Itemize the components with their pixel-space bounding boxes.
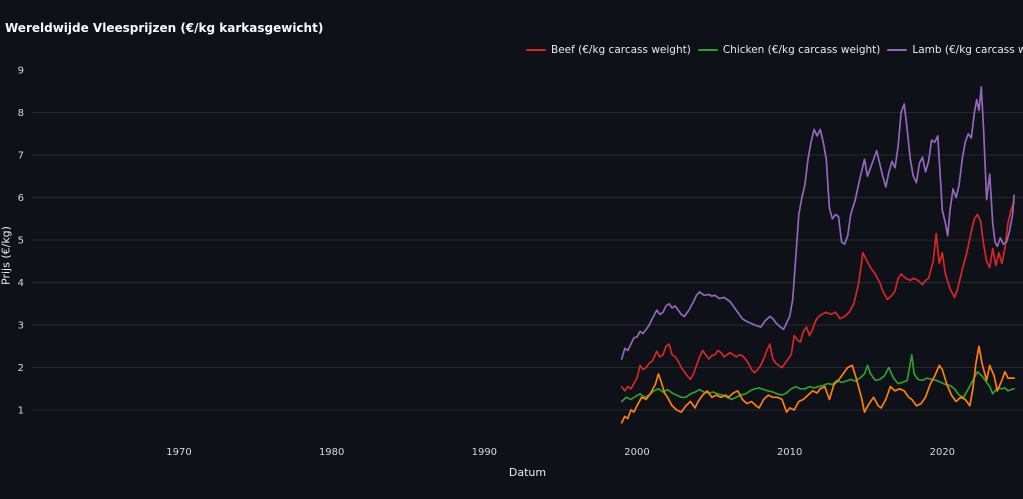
legend: Beef (€/kg carcass weight) Chicken (€/kg … (526, 44, 1023, 56)
pork-series-line (620, 345, 1015, 424)
y-tick-label-8: 8 (18, 108, 24, 119)
y-tick-label-2: 2 (18, 363, 24, 374)
lamb-series-line (620, 86, 1015, 360)
x-tick-label-2020: 2020 (930, 447, 955, 458)
chicken-series-line (620, 353, 1015, 403)
legend-item-lamb[interactable]: Lamb (€/kg carcass weight) (887, 44, 1023, 56)
beef-series-line (620, 200, 1015, 392)
legend-label-beef: Beef (€/kg carcass weight) (551, 44, 691, 56)
y-tick-label-5: 5 (18, 236, 24, 247)
legend-line-swatch-lamb (887, 49, 908, 51)
chart-title: Wereldwijde Vleesprijzen (€/kg karkasgew… (5, 21, 324, 35)
x-tick-label-2000: 2000 (624, 447, 649, 458)
x-tick-label-1970: 1970 (166, 447, 191, 458)
x-tick-label-2010: 2010 (777, 447, 802, 458)
y-tick-label-6: 6 (18, 193, 24, 204)
y-tick-label-4: 4 (18, 278, 24, 289)
legend-line-swatch-beef (526, 49, 546, 51)
legend-label-lamb: Lamb (€/kg carcass weight) (912, 44, 1023, 56)
x-tick-label-1980: 1980 (319, 447, 344, 458)
y-tick-label-1: 1 (18, 406, 24, 417)
x-axis-title: Datum (508, 466, 547, 479)
x-tick-label-1990: 1990 (472, 447, 497, 458)
y-tick-label-9: 9 (18, 66, 24, 77)
legend-item-beef[interactable]: Beef (€/kg carcass weight) (526, 44, 691, 56)
legend-line-swatch-chicken (697, 49, 718, 51)
legend-item-chicken[interactable]: Chicken (€/kg carcass weight) (697, 44, 881, 56)
legend-label-chicken: Chicken (€/kg carcass weight) (722, 44, 881, 56)
y-tick-label-3: 3 (18, 321, 24, 332)
y-tick-label-7: 7 (18, 151, 24, 162)
